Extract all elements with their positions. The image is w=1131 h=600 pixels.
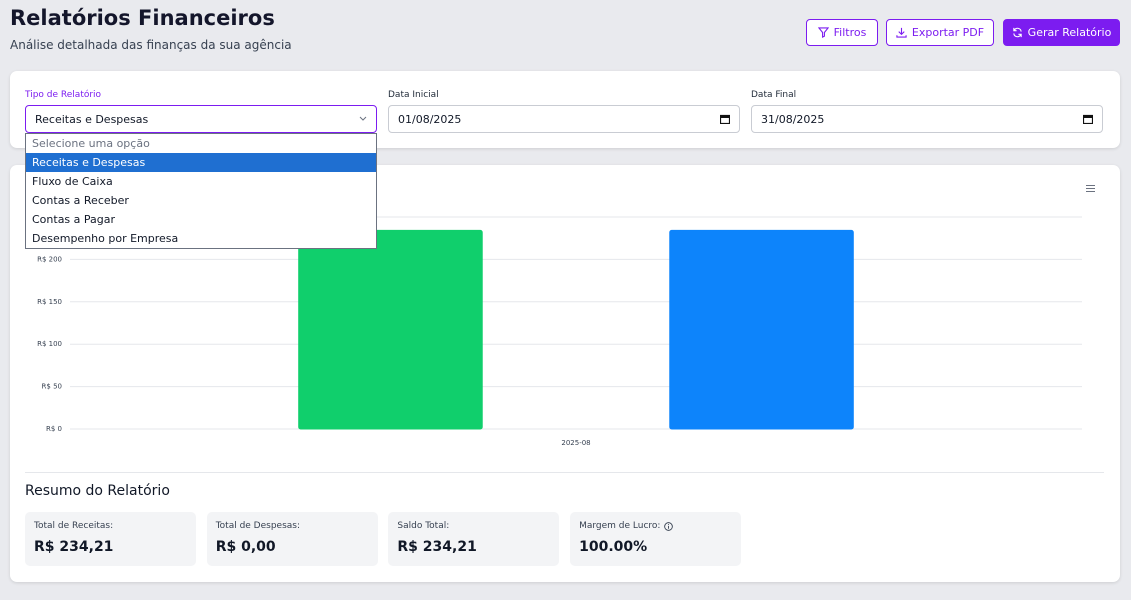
dropdown-option[interactable]: Desempenho por Empresa xyxy=(32,232,179,245)
info-icon[interactable] xyxy=(664,521,674,531)
divider xyxy=(25,472,1104,473)
summary-label: Saldo Total: xyxy=(397,521,550,531)
dropdown-option[interactable]: Fluxo de Caixa xyxy=(32,175,113,188)
start-date-input[interactable]: 01/08/2025 xyxy=(388,105,740,133)
summary-value: R$ 234,21 xyxy=(397,539,477,555)
summary-label: Total de Despesas: xyxy=(216,521,369,531)
dropdown-option[interactable]: Contas a Pagar xyxy=(32,213,116,226)
chevron-icon xyxy=(359,116,367,121)
refresh-icon xyxy=(1012,27,1022,38)
chart-menu-icon[interactable] xyxy=(1086,185,1095,192)
export-pdf-button[interactable]: Exportar PDF xyxy=(886,19,994,46)
filters-button[interactable]: Filtros xyxy=(806,19,878,46)
y-tick-label: R$ 150 xyxy=(37,298,62,306)
calendar-icon xyxy=(720,114,730,124)
summary-label: Total de Receitas: xyxy=(34,521,187,531)
filter-icon xyxy=(817,27,829,38)
y-tick-label: R$ 0 xyxy=(46,425,62,433)
summary-label-text: Margem de Lucro: xyxy=(579,521,661,531)
select-dropdown: Selecione uma opção Receitas e Despesas Fl… xyxy=(25,133,377,249)
calendar-icon xyxy=(1083,114,1093,124)
y-tick-label: R$ 50 xyxy=(42,383,62,391)
button-label: Gerar Relatório xyxy=(1027,26,1112,39)
bar xyxy=(298,229,483,430)
y-tick-label: R$ 200 xyxy=(37,255,62,263)
download-icon xyxy=(896,27,907,38)
summary-value: 100.00% xyxy=(579,539,648,555)
page-subtitle: Análise detalhada das finanças da sua ag… xyxy=(10,38,292,52)
summary-value: R$ 0,00 xyxy=(215,539,276,555)
dropdown-option[interactable]: Contas a Receber xyxy=(32,194,129,207)
page-title: Relatórios Financeiros xyxy=(10,6,275,30)
summary-label-text: Total de Receitas: xyxy=(34,521,114,531)
button-label: Filtros xyxy=(833,26,867,39)
date-value: 01/08/2025 xyxy=(398,112,462,126)
generate-report-button[interactable]: Gerar Relatório xyxy=(1003,19,1120,46)
field-label: Tipo de Relatório xyxy=(25,90,102,100)
y-tick-label: R$ 100 xyxy=(37,340,62,348)
bar xyxy=(669,229,854,430)
dropdown-option[interactable]: Receitas e Despesas xyxy=(26,153,376,172)
summary-label-text: Total de Despesas: xyxy=(215,521,301,531)
field-label: Data Final xyxy=(751,90,797,100)
summary-box: Saldo Total: R$ 234,21 xyxy=(388,512,560,566)
end-date-input[interactable]: 31/08/2025 xyxy=(751,105,1103,133)
field-label: Data Inicial xyxy=(388,90,439,100)
select-value: Receitas e Despesas xyxy=(35,112,149,126)
report-type-select[interactable]: Receitas e Despesas xyxy=(25,105,377,133)
summary-box: Total de Receitas: R$ 234,21 xyxy=(25,512,196,566)
summary-label: Margem de Lucro: xyxy=(579,521,732,531)
summary-value: R$ 234,21 xyxy=(34,539,114,555)
dropdown-option[interactable]: Selecione uma opção xyxy=(32,137,150,150)
summary-title: Resumo do Relatório xyxy=(25,483,170,499)
summary-label-text: Saldo Total: xyxy=(397,521,450,531)
summary-box: Total de Despesas: R$ 0,00 xyxy=(206,512,378,566)
date-value: 31/08/2025 xyxy=(761,112,825,126)
x-tick-label: 2025-08 xyxy=(561,439,590,447)
button-label: Exportar PDF xyxy=(911,26,985,39)
summary-box: Margem de Lucro: 100.00% xyxy=(570,512,742,566)
